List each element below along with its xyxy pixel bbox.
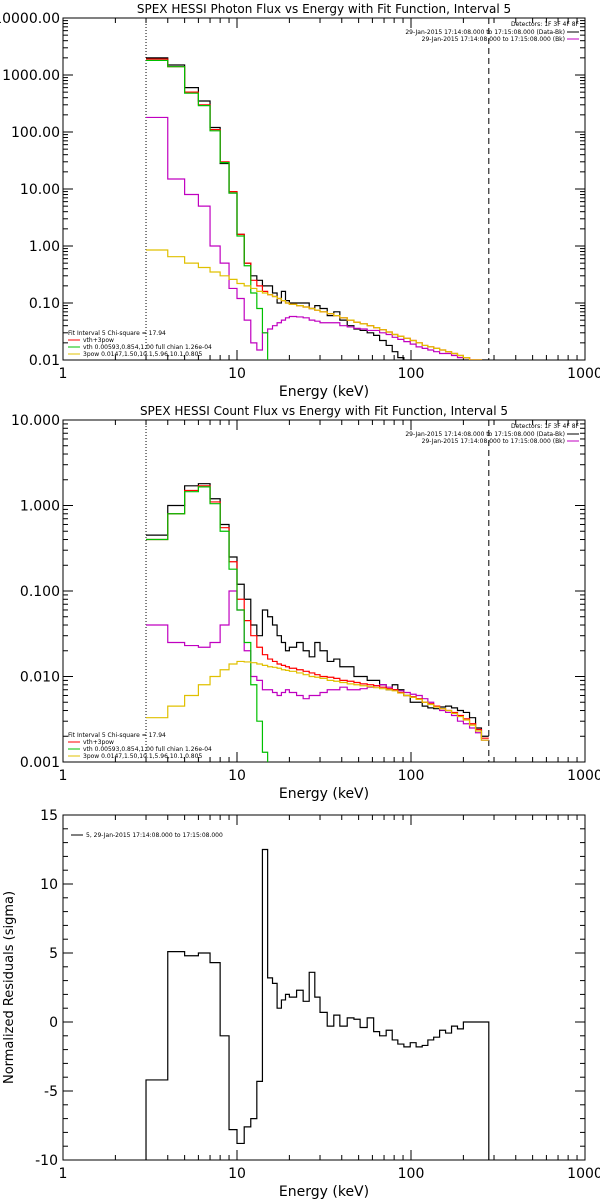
series-line-vth xyxy=(146,486,269,762)
series-line-vth xyxy=(146,59,269,360)
series-group xyxy=(146,483,489,762)
series-line-3pow xyxy=(146,249,483,360)
series-line-data-bk xyxy=(146,483,489,737)
x-tick-label: 1 xyxy=(59,1166,68,1182)
legend-entry-text: 5, 29-Jan-2015 17:14:08.000 to 17:15:08.… xyxy=(86,832,223,839)
y-tick-label: -5 xyxy=(44,1084,58,1100)
legend-detectors: Detectors: 1F 3F 4F 8F xyxy=(511,21,580,28)
chart-panel-1: SPEX HESSI Photon Flux vs Energy with Fi… xyxy=(0,2,600,400)
x-tick-label: 100 xyxy=(398,1166,425,1182)
chart-title: SPEX HESSI Photon Flux vs Energy with Fi… xyxy=(137,2,511,16)
chart-panel-2: SPEX HESSI Count Flux vs Energy with Fit… xyxy=(11,404,600,802)
series-group xyxy=(145,848,490,1160)
legend: 5, 29-Jan-2015 17:14:08.000 to 17:15:08.… xyxy=(71,832,223,839)
x-tick-label: 1000 xyxy=(567,366,600,382)
series-group xyxy=(146,57,489,360)
chart-panel-3: 1 10 100 1000 Energy (keV) -10 -5 0 5 10 15 Normali… xyxy=(2,808,600,1200)
legend-entry-text: 29-Jan-2015 17:14:08.000 to 17:15:08.000… xyxy=(422,438,565,445)
legend-entry-text: 29-Jan-2015 17:14:08.000 to 17:15:08.000… xyxy=(405,29,565,36)
y-tick-label: 10000.00 xyxy=(0,11,60,27)
legend-fit-info: Fit Interval 5 Chi-square = 17.94 xyxy=(68,732,166,739)
series-line-data-bk xyxy=(146,57,489,360)
y-tick-label: 10.000 xyxy=(11,413,60,429)
y-tick-label: 0.010 xyxy=(20,670,60,686)
y-tick-label: 0.01 xyxy=(29,353,60,369)
x-tick-label: 1000 xyxy=(567,768,600,784)
legend-entry-text: 3pow 0.0147,1.50,10.1,5.96,10.1,0.805 xyxy=(83,351,202,358)
y-tick-label: 100.00 xyxy=(11,125,60,141)
y-tick-label: 0.100 xyxy=(20,584,60,600)
y-axis-label: Normalized Residuals (sigma) xyxy=(2,891,17,1084)
x-tick-label: 10 xyxy=(228,1166,246,1182)
x-axis-label: Energy (keV) xyxy=(279,1184,369,1200)
legend-entry-text: vth 0.00593,0.854,1.00 full chian 1.26e-… xyxy=(83,746,212,753)
y-tick-label: 0.10 xyxy=(29,296,60,312)
x-tick-label: 1 xyxy=(59,768,68,784)
legend-bottom: Fit Interval 5 Chi-square = 17.94vth+3po… xyxy=(68,732,212,760)
legend-entry-text: 29-Jan-2015 17:14:08.000 to 17:15:08.000… xyxy=(405,431,565,438)
series-line-vth-3pow xyxy=(146,58,483,360)
legend-fit-info: Fit Interval 5 Chi-square = 17.94 xyxy=(68,330,166,337)
y-tick-label: 10.00 xyxy=(20,182,60,198)
x-tick-label: 1000 xyxy=(567,1166,600,1182)
y-tick-label: 5 xyxy=(49,946,58,962)
series-line-bk xyxy=(146,590,489,741)
plot-frame xyxy=(62,814,586,1161)
y-tick-label: 1.000 xyxy=(20,499,60,515)
x-axis-label: Energy (keV) xyxy=(279,384,369,400)
legend-entry-text: 29-Jan-2015 17:14:08.000 to 17:15:08.000… xyxy=(422,36,565,43)
y-tick-label: 15 xyxy=(40,808,58,824)
x-axis-label: Energy (keV) xyxy=(279,786,369,802)
series-line-bk xyxy=(146,116,483,360)
series-line-3pow xyxy=(146,660,489,741)
series-line-residuals xyxy=(145,848,490,1160)
legend-entry-text: vth+3pow xyxy=(83,337,114,344)
series-line-vth-3pow xyxy=(146,485,489,739)
y-tick-label: 1000.00 xyxy=(2,68,60,84)
y-tick-label: 0 xyxy=(49,1015,58,1031)
chart-title: SPEX HESSI Count Flux vs Energy with Fit… xyxy=(140,404,508,418)
y-tick-label: 10 xyxy=(40,877,58,893)
legend-entry-text: 3pow 0.0147,1.50,10.1,5.96,10.1,0.805 xyxy=(83,753,202,760)
legend-entry-text: vth+3pow xyxy=(83,739,114,746)
legend-entry-text: vth 0.00593,0.854,1.00 full chian 1.26e-… xyxy=(83,344,212,351)
y-tick-label: 0.001 xyxy=(20,755,60,771)
legend-detectors: Detectors: 1F 3F 4F 8F xyxy=(511,423,580,430)
legend-bottom: Fit Interval 5 Chi-square = 17.94vth+3po… xyxy=(68,330,212,358)
x-tick-label: 100 xyxy=(398,768,425,784)
x-tick-label: 100 xyxy=(398,366,425,382)
y-tick-label: 1.00 xyxy=(29,239,60,255)
plot-frame xyxy=(62,419,586,763)
x-tick-label: 10 xyxy=(228,366,246,382)
y-tick-label: -10 xyxy=(35,1153,58,1169)
x-tick-label: 1 xyxy=(59,366,68,382)
x-tick-label: 10 xyxy=(228,768,246,784)
